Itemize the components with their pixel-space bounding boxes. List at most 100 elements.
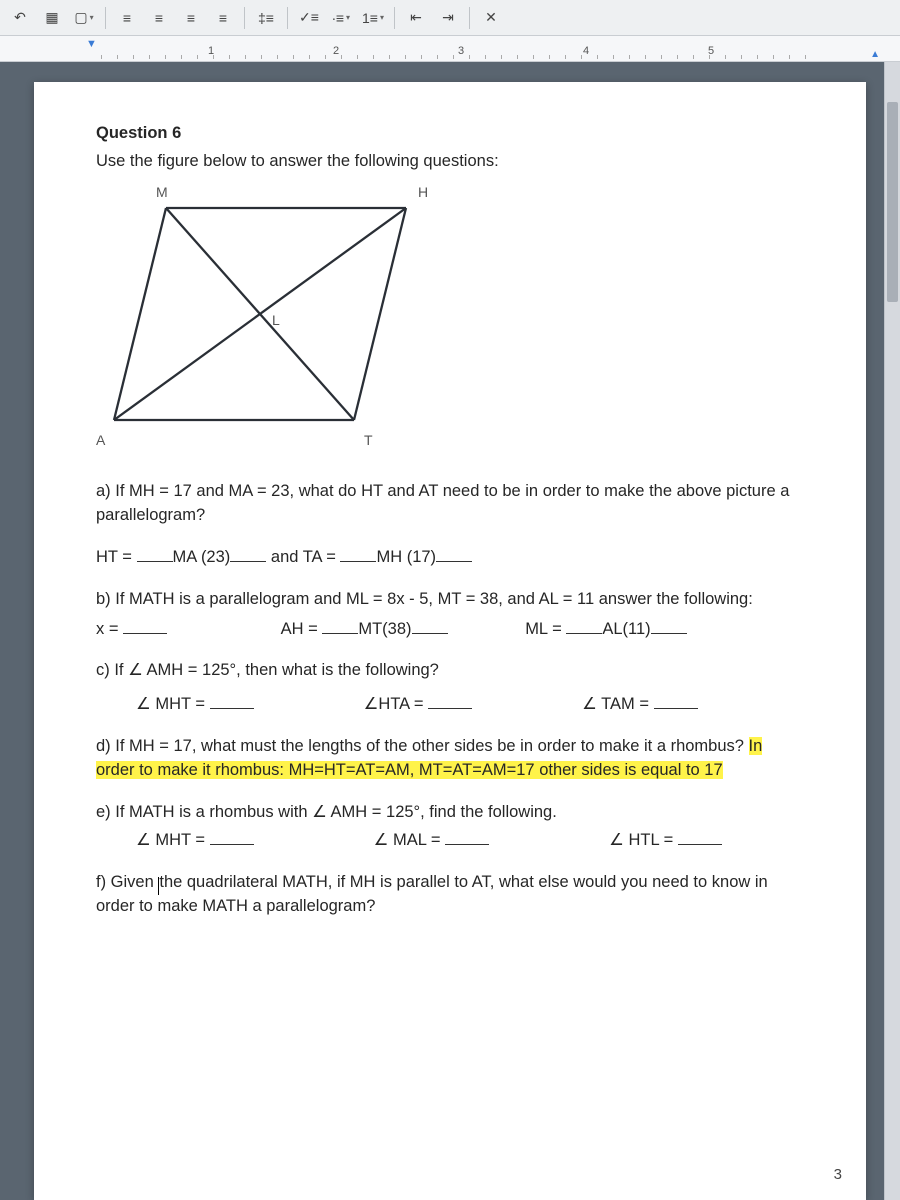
part-a-text: a) If MH = 17 and MA = 23, what do HT an… (96, 482, 789, 524)
ruler-minor-tick (645, 55, 646, 59)
part-c: c) If ∠ AMH = 125°, then what is the fol… (96, 659, 804, 683)
e-mal-blank[interactable] (445, 829, 489, 845)
image-options-icon[interactable]: ▢ (70, 5, 98, 31)
ht-mid: MA (23) (173, 548, 231, 566)
ruler-minor-tick (693, 55, 694, 59)
insert-image-icon[interactable]: ▦ (38, 5, 66, 31)
undo-icon[interactable]: ↶ (6, 5, 34, 31)
ta-blank-2[interactable] (436, 546, 472, 562)
ruler-minor-tick (117, 55, 118, 59)
toolbar-separator (244, 7, 245, 29)
ruler-minor-tick (565, 55, 566, 59)
ruler-minor-tick (197, 55, 198, 59)
part-a-answer-line: HT = MA (23) and TA = MH (17) (96, 546, 804, 570)
ruler-minor-tick (229, 55, 230, 59)
ruler-minor-tick (453, 55, 454, 59)
ruler-minor-tick (357, 55, 358, 59)
vertex-label-a: A (96, 430, 105, 450)
ta-blank-1[interactable] (340, 546, 376, 562)
part-c-text: c) If ∠ AMH = 125°, then what is the fol… (96, 661, 439, 679)
parallelogram-svg (106, 200, 436, 440)
ah-blank-2[interactable] (412, 618, 448, 634)
ruler-minor-tick (549, 55, 550, 59)
ml-blank-2[interactable] (651, 618, 687, 634)
e-mht-label: ∠ MHT = (136, 831, 210, 849)
e-mal-label: ∠ MAL = (374, 831, 446, 849)
c-tam-label: ∠ TAM = (582, 695, 654, 713)
c-mht-blank[interactable] (210, 694, 254, 710)
align-center-icon[interactable]: ≡ (145, 5, 173, 31)
ta-mid: MH (17) (376, 548, 436, 566)
ruler-minor-tick (805, 55, 806, 59)
document-page[interactable]: Question 6 Use the figure below to answe… (34, 82, 866, 1200)
ruler-minor-tick (325, 55, 326, 59)
checklist-icon[interactable]: ✓≡ (295, 5, 323, 31)
ruler-minor-tick (485, 55, 486, 59)
ruler-minor-tick (277, 55, 278, 59)
ruler-minor-tick (597, 55, 598, 59)
ruler-minor-tick (181, 55, 182, 59)
ruler-minor-tick (437, 55, 438, 59)
toolbar-separator (469, 7, 470, 29)
ht-blank-2[interactable] (230, 546, 266, 562)
geometry-figure: M H A T L (96, 182, 476, 462)
align-left-icon[interactable]: ≡ (113, 5, 141, 31)
ruler-minor-tick (405, 55, 406, 59)
ah-label: AH = (281, 620, 323, 638)
c-hta-label: ∠HTA = (364, 695, 428, 713)
document-viewport: Question 6 Use the figure below to answe… (0, 62, 900, 1200)
right-indent-marker-icon[interactable]: ▲ (870, 49, 880, 60)
page-number: 3 (834, 1164, 842, 1186)
ruler-minor-tick (341, 55, 342, 59)
ruler-minor-tick (725, 55, 726, 59)
ht-blank-1[interactable] (137, 546, 173, 562)
ah-mid: MT(38) (358, 620, 411, 638)
part-d-pre: d) If MH = 17, what must the lengths of … (96, 737, 749, 755)
c-tam-blank[interactable] (654, 694, 698, 710)
decrease-indent-icon[interactable]: ⇤ (402, 5, 430, 31)
part-f-post: the quadrilateral MATH, if MH is paralle… (96, 873, 768, 915)
numbered-list-icon[interactable]: 1≡ (359, 5, 387, 31)
part-e-answers: ∠ MHT = ∠ MAL = ∠ HTL = (96, 829, 804, 853)
ruler-minor-tick (101, 55, 102, 59)
ruler-minor-tick (533, 55, 534, 59)
ml-label: ML = (525, 620, 566, 638)
part-f-pre: f) Given (96, 873, 158, 891)
e-mht-blank[interactable] (210, 829, 254, 845)
ruler-minor-tick (469, 55, 470, 59)
and-label: and TA = (271, 548, 341, 566)
ml-blank-1[interactable] (566, 618, 602, 634)
question-intro: Use the figure below to answer the follo… (96, 150, 804, 174)
part-c-answers: ∠ MHT = ∠HTA = ∠ TAM = (96, 693, 804, 717)
scrollbar-thumb[interactable] (887, 102, 898, 302)
text-cursor (158, 877, 159, 895)
increase-indent-icon[interactable]: ⇥ (434, 5, 462, 31)
c-hta-blank[interactable] (428, 694, 472, 710)
ruler-minor-tick (133, 55, 134, 59)
e-htl-blank[interactable] (678, 829, 722, 845)
ruler-minor-tick (757, 55, 758, 59)
ruler-minor-tick (741, 55, 742, 59)
bulleted-list-icon[interactable]: ∙≡ (327, 5, 355, 31)
align-justify-icon[interactable]: ≡ (209, 5, 237, 31)
ruler-minor-tick (773, 55, 774, 59)
line-spacing-icon[interactable]: ‡≡ (252, 5, 280, 31)
ruler-minor-tick (421, 55, 422, 59)
part-f: f) Given the quadrilateral MATH, if MH i… (96, 871, 804, 919)
ruler-minor-tick (709, 55, 710, 59)
x-blank[interactable] (123, 618, 167, 634)
part-e: e) If MATH is a rhombus with ∠ AMH = 125… (96, 801, 804, 825)
ml-mid: AL(11) (602, 620, 650, 638)
part-e-text: e) If MATH is a rhombus with ∠ AMH = 125… (96, 803, 557, 821)
ruler-number: 4 (583, 45, 589, 57)
ruler-minor-tick (373, 55, 374, 59)
ruler-minor-tick (293, 55, 294, 59)
align-right-icon[interactable]: ≡ (177, 5, 205, 31)
clear-formatting-icon[interactable]: ✕ (477, 5, 505, 31)
part-b-answer-line: x = AH = MT(38) ML = AL(11) (96, 618, 804, 642)
part-b: b) If MATH is a parallelogram and ML = 8… (96, 588, 804, 612)
vertical-scrollbar[interactable] (884, 62, 900, 1200)
part-b-text: b) If MATH is a parallelogram and ML = 8… (96, 590, 753, 608)
e-htl-label: ∠ HTL = (609, 831, 678, 849)
ah-blank-1[interactable] (322, 618, 358, 634)
